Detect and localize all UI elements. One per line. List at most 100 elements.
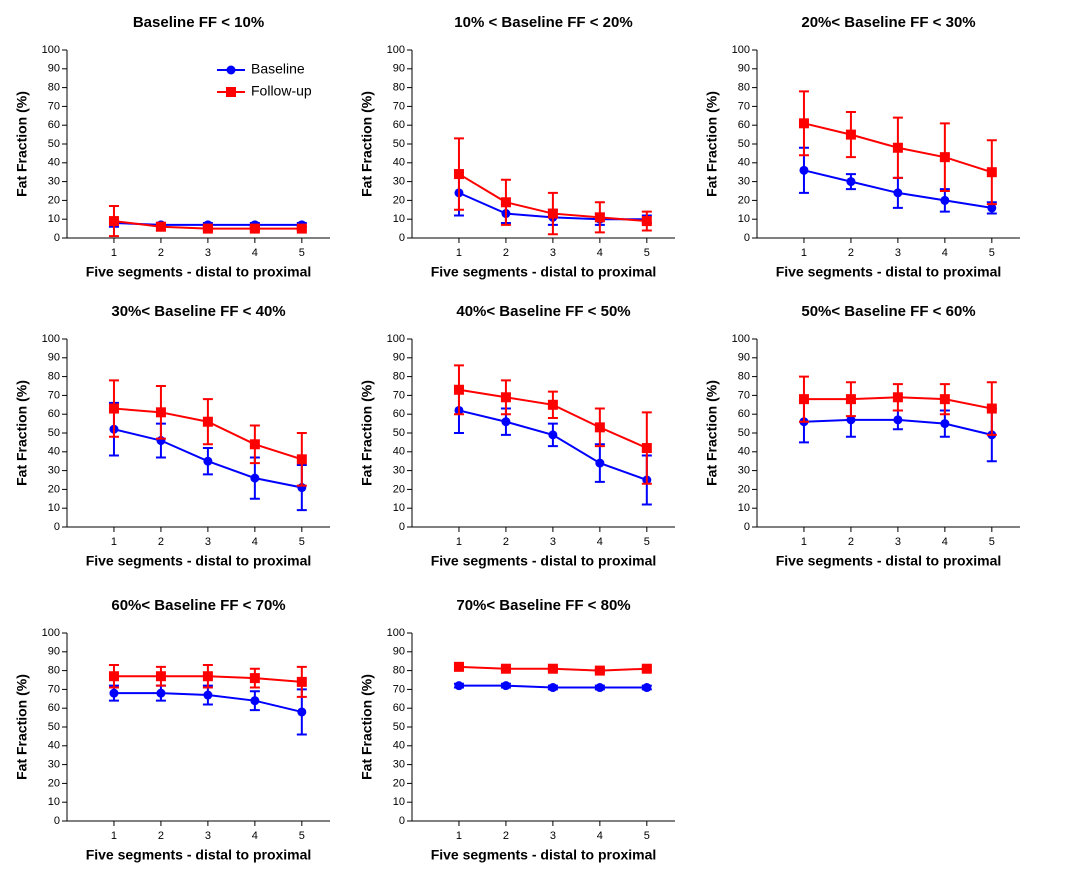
x-axis-label: Five segments - distal to proximal xyxy=(86,553,312,569)
x-tick-label: 4 xyxy=(252,536,258,548)
x-tick-label: 1 xyxy=(111,830,117,842)
y-tick-label: 70 xyxy=(393,100,405,112)
series xyxy=(798,375,997,436)
marker xyxy=(594,665,605,676)
marker xyxy=(156,688,166,698)
y-tick-label: 20 xyxy=(738,483,750,495)
marker xyxy=(202,416,213,427)
marker xyxy=(155,407,166,418)
x-tick-label: 4 xyxy=(252,830,258,842)
marker xyxy=(548,683,558,693)
y-tick-label: 40 xyxy=(48,446,60,458)
y-tick-label: 30 xyxy=(48,465,60,477)
marker xyxy=(987,203,997,213)
marker xyxy=(892,142,903,153)
y-tick-label: 90 xyxy=(393,646,405,658)
y-tick-label: 20 xyxy=(738,194,750,206)
y-tick-label: 10 xyxy=(738,502,750,514)
marker xyxy=(453,661,464,672)
y-tick-label: 50 xyxy=(393,138,405,150)
x-tick-label: 5 xyxy=(644,247,650,259)
y-axis-label: Fat Fraction (%) xyxy=(14,674,30,780)
marker xyxy=(297,707,307,717)
y-tick-label: 30 xyxy=(393,759,405,771)
marker xyxy=(939,394,950,405)
y-tick-label: 90 xyxy=(738,352,750,364)
y-tick-label: 60 xyxy=(393,702,405,714)
marker xyxy=(594,422,605,433)
y-tick-label: 40 xyxy=(393,740,405,752)
y-tick-label: 70 xyxy=(393,389,405,401)
y-tick-label: 10 xyxy=(48,796,60,808)
marker xyxy=(547,399,558,410)
x-tick-label: 2 xyxy=(503,830,509,842)
y-axis-label: Fat Fraction (%) xyxy=(704,380,720,486)
y-tick-label: 10 xyxy=(393,796,405,808)
series xyxy=(108,379,307,487)
x-tick-label: 1 xyxy=(111,536,117,548)
marker xyxy=(892,392,903,403)
marker xyxy=(595,458,605,468)
y-tick-label: 30 xyxy=(48,176,60,188)
x-tick-label: 5 xyxy=(644,536,650,548)
marker xyxy=(846,177,856,187)
y-tick-label: 0 xyxy=(399,521,405,533)
x-tick-label: 4 xyxy=(597,830,603,842)
y-tick-label: 20 xyxy=(48,777,60,789)
y-tick-label: 70 xyxy=(738,389,750,401)
legend: Baseline Follow-up xyxy=(217,61,312,99)
y-tick-label: 70 xyxy=(393,683,405,695)
x-axis-label: Five segments - distal to proximal xyxy=(86,264,312,280)
y-tick-label: 60 xyxy=(738,408,750,420)
series xyxy=(108,663,307,698)
y-tick-label: 70 xyxy=(48,683,60,695)
y-tick-label: 80 xyxy=(393,82,405,94)
y-tick-label: 100 xyxy=(42,44,60,56)
x-axis-label: Five segments - distal to proximal xyxy=(776,264,1002,280)
y-tick-label: 20 xyxy=(393,777,405,789)
y-axis-label: Fat Fraction (%) xyxy=(704,91,720,197)
series xyxy=(453,137,652,236)
x-tick-label: 3 xyxy=(550,247,556,259)
y-tick-label: 40 xyxy=(48,740,60,752)
x-tick-label: 3 xyxy=(550,830,556,842)
y-tick-label: 50 xyxy=(48,427,60,439)
y-tick-label: 100 xyxy=(42,627,60,639)
y-tick-label: 90 xyxy=(738,63,750,75)
y-tick-label: 80 xyxy=(48,82,60,94)
y-tick-label: 40 xyxy=(48,157,60,169)
x-axis-label: Five segments - distal to proximal xyxy=(431,264,657,280)
x-axis-label: Five segments - distal to proximal xyxy=(431,553,657,569)
y-tick-label: 40 xyxy=(738,157,750,169)
x-tick-label: 3 xyxy=(550,536,556,548)
panel-title: 40%< Baseline FF < 50% xyxy=(456,303,630,320)
y-tick-label: 70 xyxy=(48,389,60,401)
x-tick-label: 2 xyxy=(848,247,854,259)
marker xyxy=(547,208,558,219)
y-tick-label: 80 xyxy=(738,82,750,94)
x-tick-label: 2 xyxy=(158,536,164,548)
marker xyxy=(641,443,652,454)
series xyxy=(108,684,307,736)
series xyxy=(453,661,652,676)
y-tick-label: 90 xyxy=(393,352,405,364)
panel-title: 20%< Baseline FF < 30% xyxy=(801,14,975,31)
marker xyxy=(108,671,119,682)
marker xyxy=(845,394,856,405)
y-tick-label: 0 xyxy=(54,521,60,533)
y-tick-label: 100 xyxy=(387,627,405,639)
y-tick-label: 30 xyxy=(393,176,405,188)
series xyxy=(108,205,307,238)
panel: 10% < Baseline FF < 20% 0 10 20 30 40 50 60 70 80… xyxy=(359,14,675,280)
y-tick-label: 100 xyxy=(42,333,60,345)
legend-label: Follow-up xyxy=(251,83,312,99)
marker xyxy=(108,216,119,227)
y-tick-label: 20 xyxy=(48,194,60,206)
marker xyxy=(548,430,558,440)
panel: 40%< Baseline FF < 50% 0 10 20 30 40 50 60 70 80 9… xyxy=(359,303,675,569)
panel: 70%< Baseline FF < 80% 0 10 20 30 40 50 60 70 80 9… xyxy=(359,597,675,863)
y-tick-label: 20 xyxy=(48,483,60,495)
y-tick-label: 0 xyxy=(399,815,405,827)
x-tick-label: 1 xyxy=(456,247,462,259)
